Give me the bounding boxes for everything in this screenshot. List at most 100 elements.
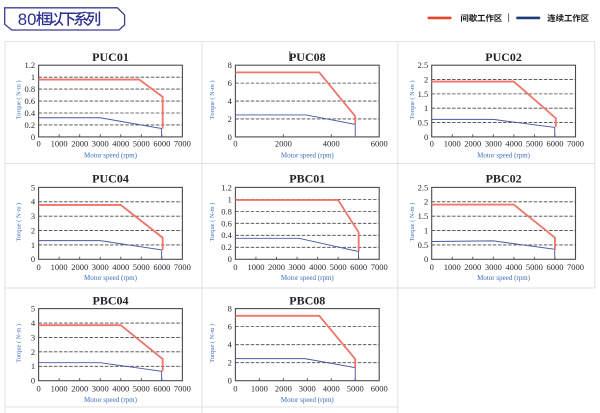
svg-text:4: 4 (31, 197, 36, 207)
svg-text:1000: 1000 (444, 139, 461, 149)
svg-text:0: 0 (31, 132, 35, 142)
svg-text:PBC01: PBC01 (289, 171, 325, 185)
svg-text:2000: 2000 (464, 262, 481, 272)
svg-text:5000: 5000 (526, 139, 543, 149)
svg-text:PBC02: PBC02 (486, 171, 522, 185)
svg-text:Motor speed (rpm): Motor speed (rpm) (281, 396, 335, 404)
svg-text:0: 0 (228, 132, 232, 142)
svg-text:0: 0 (233, 262, 237, 272)
svg-text:2000: 2000 (71, 139, 88, 149)
svg-text:0: 0 (228, 376, 232, 386)
svg-text:1: 1 (31, 240, 35, 250)
svg-text:0: 0 (31, 254, 35, 264)
svg-text:1000: 1000 (444, 262, 461, 272)
svg-text:0: 0 (233, 139, 237, 149)
svg-text:3000: 3000 (299, 383, 316, 393)
svg-text:6: 6 (228, 78, 232, 88)
svg-text:2000: 2000 (71, 383, 88, 393)
svg-text:4: 4 (31, 318, 36, 328)
svg-text:2: 2 (228, 358, 232, 368)
svg-text:5: 5 (31, 304, 35, 314)
svg-text:7000: 7000 (174, 383, 191, 393)
svg-text:0: 0 (31, 376, 35, 386)
svg-text:3000: 3000 (289, 262, 306, 272)
svg-text:5000: 5000 (347, 383, 364, 393)
svg-text:5000: 5000 (330, 262, 347, 272)
svg-text:4000: 4000 (323, 383, 340, 393)
svg-text:5: 5 (31, 182, 35, 192)
svg-text:3: 3 (31, 211, 35, 221)
svg-text:4000: 4000 (323, 139, 340, 149)
svg-text:PUC08: PUC08 (289, 50, 326, 64)
svg-text:Torque ( N-m ): Torque ( N-m ) (209, 80, 216, 119)
svg-text:Torque ( N-m ): Torque ( N-m ) (409, 80, 416, 119)
svg-text:PBC04: PBC04 (93, 293, 129, 307)
svg-text:0.4: 0.4 (24, 108, 35, 118)
svg-text:1000: 1000 (247, 262, 264, 272)
svg-text:Motor speed (rpm): Motor speed (rpm) (84, 396, 138, 404)
svg-text:1000: 1000 (251, 383, 268, 393)
svg-text:1000: 1000 (51, 383, 68, 393)
svg-text:5000: 5000 (133, 139, 150, 149)
svg-text:4000: 4000 (309, 262, 326, 272)
svg-text:Motor speed (rpm): Motor speed (rpm) (281, 151, 335, 159)
svg-text:2000: 2000 (275, 383, 292, 393)
svg-text:2000: 2000 (71, 262, 88, 272)
svg-text:2.5: 2.5 (418, 60, 429, 70)
svg-text:0.5: 0.5 (418, 117, 429, 127)
svg-text:1000: 1000 (51, 139, 68, 149)
svg-text:7000: 7000 (174, 139, 191, 149)
svg-text:3: 3 (31, 332, 35, 342)
svg-text:0: 0 (233, 383, 237, 393)
svg-text:1000: 1000 (51, 262, 68, 272)
svg-text:2: 2 (424, 74, 428, 84)
svg-text:6000: 6000 (546, 262, 563, 272)
svg-text:2: 2 (228, 114, 232, 124)
svg-text:PUC04: PUC04 (92, 171, 129, 185)
svg-text:5000: 5000 (526, 262, 543, 272)
svg-text:1: 1 (228, 194, 232, 204)
svg-text:3000: 3000 (92, 383, 109, 393)
svg-text:4: 4 (228, 96, 233, 106)
svg-text:0: 0 (430, 139, 434, 149)
svg-text:2: 2 (424, 197, 428, 207)
svg-text:PUC02: PUC02 (485, 50, 522, 64)
svg-text:7000: 7000 (567, 262, 584, 272)
svg-text:4000: 4000 (505, 262, 522, 272)
svg-text:0: 0 (228, 254, 232, 264)
svg-text:0.2: 0.2 (24, 120, 35, 130)
svg-text:PBC08: PBC08 (289, 293, 325, 307)
svg-text:6000: 6000 (546, 139, 563, 149)
svg-text:3000: 3000 (92, 262, 109, 272)
svg-text:3000: 3000 (485, 139, 502, 149)
svg-text:6000: 6000 (153, 383, 170, 393)
svg-text:5000: 5000 (133, 383, 150, 393)
svg-text:0.8: 0.8 (24, 84, 35, 94)
svg-text:Torque ( N-m ): Torque ( N-m ) (16, 324, 23, 363)
svg-text:6: 6 (228, 322, 232, 332)
svg-text:2000: 2000 (464, 139, 481, 149)
svg-text:0: 0 (36, 262, 40, 272)
svg-text:1.5: 1.5 (418, 89, 429, 99)
svg-text:7000: 7000 (567, 139, 584, 149)
svg-text:Motor speed (rpm): Motor speed (rpm) (84, 151, 138, 159)
svg-text:0.6: 0.6 (221, 218, 232, 228)
svg-text:6000: 6000 (371, 139, 388, 149)
svg-text:2000: 2000 (268, 262, 285, 272)
svg-text:2: 2 (31, 347, 35, 357)
svg-text:8: 8 (228, 60, 232, 70)
svg-text:0.8: 0.8 (221, 206, 232, 216)
svg-text:0: 0 (36, 139, 40, 149)
svg-text:7000: 7000 (174, 262, 191, 272)
svg-text:Motor speed (rpm): Motor speed (rpm) (477, 151, 531, 159)
svg-text:Torque ( N-m ): Torque ( N-m ) (409, 203, 416, 242)
svg-text:Torque ( N-m ): Torque ( N-m ) (209, 324, 216, 363)
svg-text:0.4: 0.4 (221, 230, 232, 240)
svg-text:0.2: 0.2 (221, 242, 232, 252)
svg-text:1: 1 (31, 72, 35, 82)
svg-text:Motor speed (rpm): Motor speed (rpm) (281, 274, 335, 282)
svg-text:1: 1 (31, 361, 35, 371)
svg-text:2.5: 2.5 (418, 182, 429, 192)
svg-text:6000: 6000 (153, 139, 170, 149)
svg-text:0: 0 (424, 132, 428, 142)
